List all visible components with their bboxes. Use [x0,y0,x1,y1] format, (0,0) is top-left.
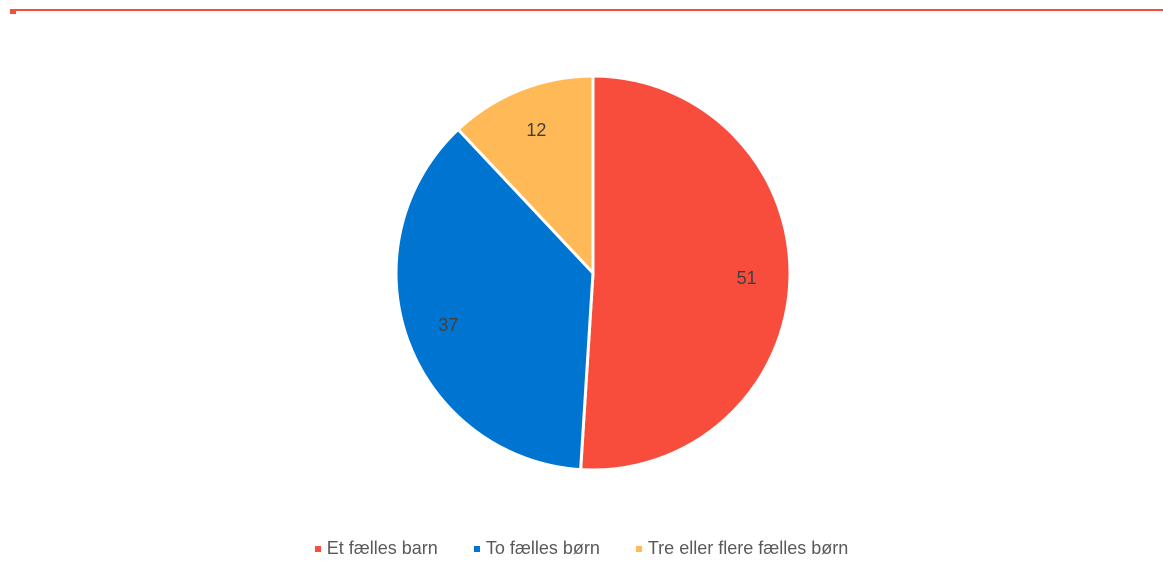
legend-item-et-faelles-barn: Et fælles barn [314,538,438,559]
data-label-2: 37 [438,315,458,335]
top-rule-tick [10,11,16,14]
pie-slice-2 [394,127,595,472]
legend-swatch-tre-eller-flere [635,545,642,552]
data-label-1: 51 [737,268,757,288]
legend-swatch-et-faelles-barn [314,545,321,552]
legend: Et fælles barn To fælles børn Tre eller … [0,538,1163,559]
pie-chart: 51 37 12 [394,74,792,472]
pie-slices [394,74,792,472]
legend-label-tre-eller-flere: Tre eller flere fælles børn [647,538,849,558]
pie-slice-1 [579,74,792,472]
legend-item-to-faelles-born: To fælles børn [473,538,600,559]
legend-label-to-faelles-born: To fælles børn [485,538,600,558]
pie-slice-3 [456,74,595,275]
legend-label-et-faelles-barn: Et fælles barn [326,538,438,558]
data-label-3: 12 [526,120,546,140]
pie-data-labels: 51 37 12 [438,120,756,335]
top-rule [10,9,1163,11]
legend-item-tre-eller-flere: Tre eller flere fælles børn [635,538,849,559]
legend-swatch-to-faelles-born [473,545,480,552]
